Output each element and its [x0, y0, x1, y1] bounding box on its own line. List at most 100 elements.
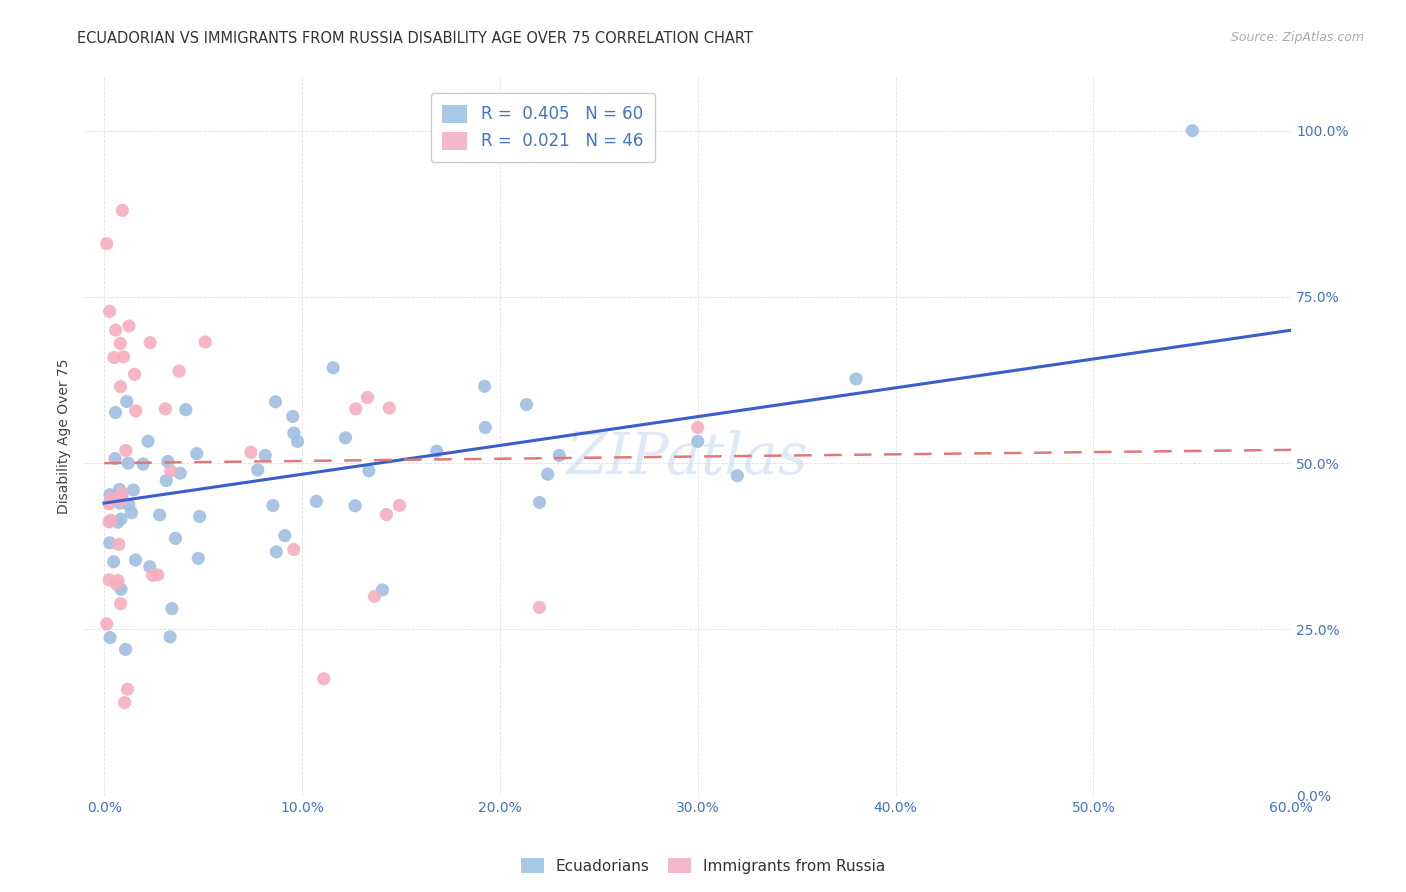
Text: ZIPatlas: ZIPatlas [567, 430, 808, 486]
Point [98, 488, 121, 502]
Point [274, 529, 297, 543]
Point [98, 304, 121, 318]
Point [103, 555, 125, 569]
Point [160, 601, 183, 615]
Point [146, 567, 169, 582]
Point [156, 454, 179, 468]
Point [312, 672, 335, 686]
Point [305, 494, 328, 508]
Point [266, 545, 288, 559]
Point [100, 491, 122, 506]
Point [1181, 123, 1204, 137]
Point [254, 449, 277, 463]
Point [125, 404, 148, 418]
Point [98, 573, 121, 587]
Point [169, 466, 191, 480]
Point [357, 464, 380, 478]
Point [142, 568, 165, 582]
Point [845, 372, 868, 386]
Point [110, 336, 132, 351]
Point [371, 582, 394, 597]
Point [139, 335, 162, 350]
Point [111, 203, 134, 218]
Point [124, 368, 146, 382]
Point [107, 515, 129, 529]
Point [239, 445, 262, 459]
Point [165, 532, 187, 546]
Legend: R =  0.405   N = 60, R =  0.021   N = 46: R = 0.405 N = 60, R = 0.021 N = 46 [430, 93, 655, 162]
Text: Source: ZipAtlas.com: Source: ZipAtlas.com [1230, 31, 1364, 45]
Point [114, 696, 136, 710]
Point [118, 498, 141, 512]
Point [474, 379, 496, 393]
Point [515, 398, 537, 412]
Point [136, 434, 159, 449]
Point [96, 236, 118, 251]
Point [262, 499, 284, 513]
Point [529, 600, 551, 615]
Point [110, 582, 132, 597]
Point [132, 457, 155, 471]
Point [118, 318, 141, 333]
Point [98, 536, 121, 550]
Point [155, 474, 177, 488]
Point [536, 467, 558, 482]
Point [111, 486, 134, 500]
Point [344, 401, 367, 416]
Point [155, 401, 177, 416]
Point [281, 409, 304, 424]
Point [98, 631, 121, 645]
Text: ECUADORIAN VS IMMIGRANTS FROM RUSSIA DISABILITY AGE OVER 75 CORRELATION CHART: ECUADORIAN VS IMMIGRANTS FROM RUSSIA DIS… [77, 31, 754, 46]
Point [283, 426, 305, 441]
Point [474, 420, 496, 434]
Point [188, 509, 211, 524]
Point [98, 497, 121, 511]
Point [104, 405, 127, 419]
Point [186, 447, 208, 461]
Point [111, 490, 134, 504]
Point [283, 542, 305, 557]
Point [264, 394, 287, 409]
Point [104, 451, 127, 466]
Point [344, 499, 367, 513]
Point [114, 443, 136, 458]
Point [124, 553, 146, 567]
Point [122, 483, 145, 497]
Point [194, 334, 217, 349]
Point [159, 464, 181, 478]
Point [363, 590, 385, 604]
Point [110, 379, 132, 393]
Point [388, 499, 411, 513]
Point [159, 630, 181, 644]
Point [356, 391, 378, 405]
Point [375, 508, 398, 522]
Point [378, 401, 401, 415]
Point [529, 495, 551, 509]
Point [108, 537, 131, 551]
Point [110, 492, 132, 507]
Point [100, 513, 122, 527]
Point [110, 512, 132, 526]
Point [117, 456, 139, 470]
Point [114, 642, 136, 657]
Point [103, 351, 125, 365]
Legend: Ecuadorians, Immigrants from Russia: Ecuadorians, Immigrants from Russia [515, 852, 891, 880]
Point [686, 434, 709, 449]
Point [96, 616, 118, 631]
Point [110, 597, 132, 611]
Point [548, 449, 571, 463]
Point [98, 515, 121, 529]
Point [121, 506, 143, 520]
Point [149, 508, 172, 522]
Point [426, 444, 449, 458]
Point [686, 420, 709, 434]
Point [167, 364, 190, 378]
Point [322, 360, 344, 375]
Point [112, 350, 135, 364]
Point [287, 434, 309, 449]
Point [117, 682, 139, 697]
Point [139, 559, 162, 574]
Point [108, 483, 131, 497]
Point [107, 574, 129, 588]
Point [104, 576, 127, 591]
